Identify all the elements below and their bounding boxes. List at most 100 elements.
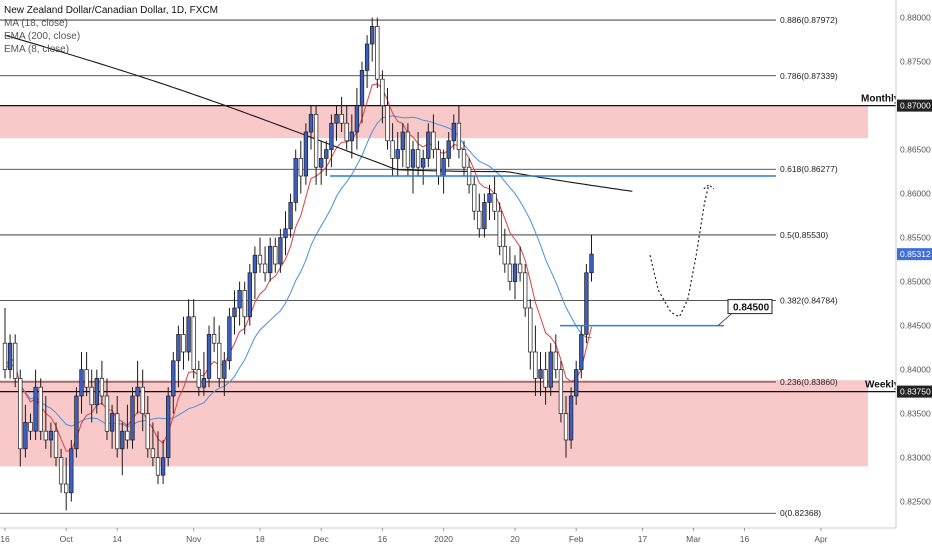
candle-body (120, 430, 125, 450)
candle-body (145, 413, 150, 450)
candle-body (543, 369, 548, 388)
time-tick-label: 16 (0, 534, 10, 544)
time-axis-bg (0, 528, 932, 550)
candle-body (135, 386, 140, 397)
candle-body (150, 448, 156, 458)
price-tick-label: 0.83000 (900, 453, 931, 463)
candle-body (217, 342, 222, 379)
candle-body (395, 149, 400, 159)
candle-body (79, 369, 84, 397)
candle-body (262, 263, 268, 274)
time-tick-label: 18 (255, 534, 265, 544)
candle-body (53, 430, 59, 458)
price-tick-label: 0.85500 (900, 233, 931, 243)
candle-body (201, 378, 207, 388)
candle-body (528, 307, 533, 353)
candle-body (339, 114, 344, 124)
candle-body (33, 386, 38, 432)
candle-body (64, 483, 69, 494)
candle-body (507, 263, 513, 282)
candle-body (232, 307, 237, 318)
candle-body (69, 448, 74, 494)
candle-body (28, 422, 33, 432)
candle-body (89, 386, 94, 406)
candle-body (171, 360, 176, 397)
time-tick-label: 20 (510, 534, 520, 544)
candle-body (115, 413, 120, 450)
time-tick-label: 2020 (434, 534, 453, 544)
candle-body (23, 422, 28, 450)
candle-body (125, 430, 130, 441)
candle-body (370, 26, 375, 45)
candle-body (579, 334, 584, 370)
candle-body (196, 369, 201, 388)
chart-legend: New Zealand Dollar/Canadian Dollar, 1D, … (4, 4, 218, 56)
price-tick-label: 0.88000 (900, 13, 931, 23)
callout-label: 0.84500 (733, 303, 770, 314)
candle-body (523, 272, 528, 309)
candle-body (436, 149, 441, 177)
price-tick-label: 0.86000 (900, 189, 931, 199)
price-highlight-bg (897, 385, 932, 398)
candle-body (2, 342, 8, 370)
candle-body (568, 395, 574, 441)
candle-body (415, 149, 421, 168)
price-highlight-bg (897, 99, 932, 112)
price-highlight-label: 0.87000 (900, 101, 931, 111)
candle-body (558, 369, 564, 414)
symbol-title: New Zealand Dollar/Canadian Dollar, 1D, … (4, 5, 218, 16)
time-tick-label: Apr (814, 534, 827, 544)
candle-body (18, 378, 23, 450)
candle-body (308, 114, 314, 133)
candle-body (237, 290, 242, 309)
price-tick-label: 0.85000 (900, 277, 931, 287)
fib-label-0: 0.886(0.87972) (780, 15, 838, 25)
candle-body (329, 122, 334, 150)
candle-body (313, 114, 319, 168)
candle-body (84, 369, 89, 388)
time-tick-label: Mar (686, 534, 701, 544)
price-axis-bg (896, 0, 932, 550)
fib-label-6: 0(0.82368) (780, 508, 821, 518)
candle-body (426, 131, 431, 159)
candle-body (176, 334, 181, 362)
candle-body (303, 131, 309, 177)
candle-body (533, 351, 538, 379)
candle-body (293, 158, 298, 203)
candle-body (74, 395, 79, 450)
candle-body (548, 351, 553, 388)
candle-body (364, 43, 370, 71)
candle-body (252, 254, 258, 274)
price-highlight-label: 0.83750 (900, 387, 931, 397)
candle-body (319, 158, 324, 168)
candle-body (206, 334, 212, 379)
fib-label-1: 0.786(0.87339) (780, 71, 838, 81)
indicator-ma18: MA (18, close) (4, 18, 68, 29)
candle-body (160, 457, 166, 476)
candle-body (278, 237, 283, 265)
candle-body (166, 395, 171, 458)
candle-body (563, 413, 569, 441)
candle-body (298, 158, 303, 177)
candle-body (517, 263, 523, 274)
price-tick-label: 0.83500 (900, 409, 931, 419)
candle-body (472, 184, 477, 212)
candle-body (380, 78, 385, 106)
price-tick-label: 0.84500 (900, 321, 931, 331)
candle-body (431, 131, 436, 150)
zone-weekly (0, 380, 868, 467)
time-tick-label: 16 (378, 534, 388, 544)
candle-body (359, 70, 365, 106)
candle-body (400, 131, 405, 150)
candle-body (375, 26, 380, 80)
candle-body (227, 316, 232, 362)
candle-body (7, 342, 13, 370)
candle-body (334, 114, 339, 124)
candle-body (574, 369, 579, 397)
zone-label-monthly: Monthly (861, 94, 900, 105)
time-tick-label: 14 (112, 534, 122, 544)
price-highlight-bg (897, 248, 932, 261)
time-tick-label: Dec (314, 534, 330, 544)
candle-body (456, 122, 462, 150)
